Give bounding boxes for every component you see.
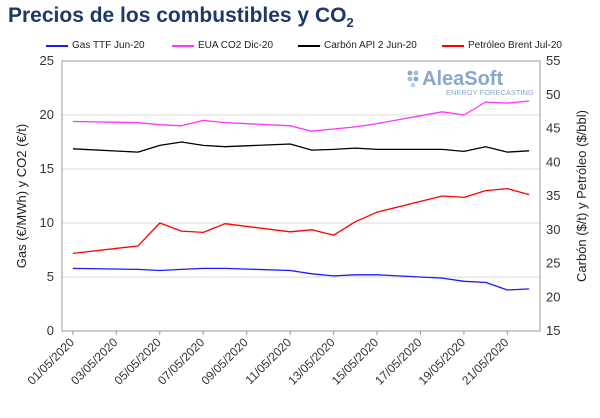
legend-item-brent: Petróleo Brent Jul-20	[442, 40, 562, 51]
legend-item-co2: EUA CO2 Dic-20	[172, 40, 273, 51]
y-right-tick-label: 50	[546, 87, 560, 102]
x-tick-label: 21/05/2020	[459, 335, 512, 388]
series-group	[72, 100, 530, 291]
legend-item-coal: Carbón API 2 Jun-20	[298, 40, 417, 51]
x-tick-label: 09/05/2020	[198, 335, 251, 388]
y-right-tick-label: 20	[546, 289, 560, 304]
chart-title-subscript: 2	[346, 15, 354, 31]
legend-label-coal: Carbón API 2 Jun-20	[324, 40, 417, 51]
y-right-tick-label: 15	[546, 323, 560, 338]
y-left-tick-label: 20	[40, 107, 54, 122]
y-left-tick-label: 0	[47, 323, 54, 338]
y-left-tick-label: 15	[40, 161, 54, 176]
logo-name: AleaSoft	[422, 68, 503, 90]
y-right-tick-label: 25	[546, 256, 560, 271]
legend-swatch-co2	[172, 44, 194, 47]
logo-dot	[413, 76, 419, 82]
legend-swatch-brent	[442, 44, 464, 47]
y-right-tick-label: 35	[546, 188, 560, 203]
logo-dot	[410, 82, 416, 88]
y-left-tick-label: 10	[40, 215, 54, 230]
y-left-tick-label: 5	[47, 269, 54, 284]
logo-tagline: ENERGY FORECASTING	[446, 88, 534, 97]
y-right-tick-label: 30	[546, 222, 560, 237]
legend-item-gas: Gas TTF Jun-20	[46, 40, 145, 51]
chart-title-main: Precios de los combustibles y CO	[8, 4, 347, 27]
series-line-3	[72, 187, 530, 255]
series-line-1	[72, 100, 530, 132]
logo-dot	[407, 76, 413, 82]
series-line-2	[72, 141, 530, 153]
aleasoft-logo: AleaSoft ENERGY FORECASTING	[407, 68, 534, 97]
legend: Gas TTF Jun-20 EUA CO2 Dic-20 Carbón API…	[40, 40, 580, 54]
y-right-tick-label: 40	[546, 154, 560, 169]
logo-dot	[407, 70, 413, 76]
plot-area	[61, 60, 541, 332]
x-axis: 01/05/202003/05/202005/05/202007/05/2020…	[25, 331, 512, 388]
logo-dot	[413, 70, 419, 76]
y-right-tick-label: 55	[546, 53, 560, 68]
y-axis-left-title: Gas (€/MWh) y CO2 (€/t)	[14, 124, 29, 268]
y-left-tick-label: 25	[40, 53, 54, 68]
legend-label-co2: EUA CO2 Dic-20	[198, 40, 274, 51]
y-axis-right-title: Carbón ($/t) y Petróleo ($/bbl)	[574, 110, 589, 282]
legend-swatch-coal	[298, 44, 320, 47]
y-right-tick-label: 45	[546, 121, 560, 136]
series-line-0	[72, 267, 530, 291]
legend-label-brent: Petróleo Brent Jul-20	[468, 40, 562, 51]
legend-label-gas: Gas TTF Jun-20	[72, 40, 145, 51]
y-axis-left: 0 5 10 15 20 25	[40, 53, 54, 338]
y-axis-right: 15 20 25 30 35 40 45 50 55	[546, 53, 560, 338]
chart-title: Precios de los combustibles y CO2	[8, 4, 354, 30]
legend-swatch-gas	[46, 44, 68, 47]
